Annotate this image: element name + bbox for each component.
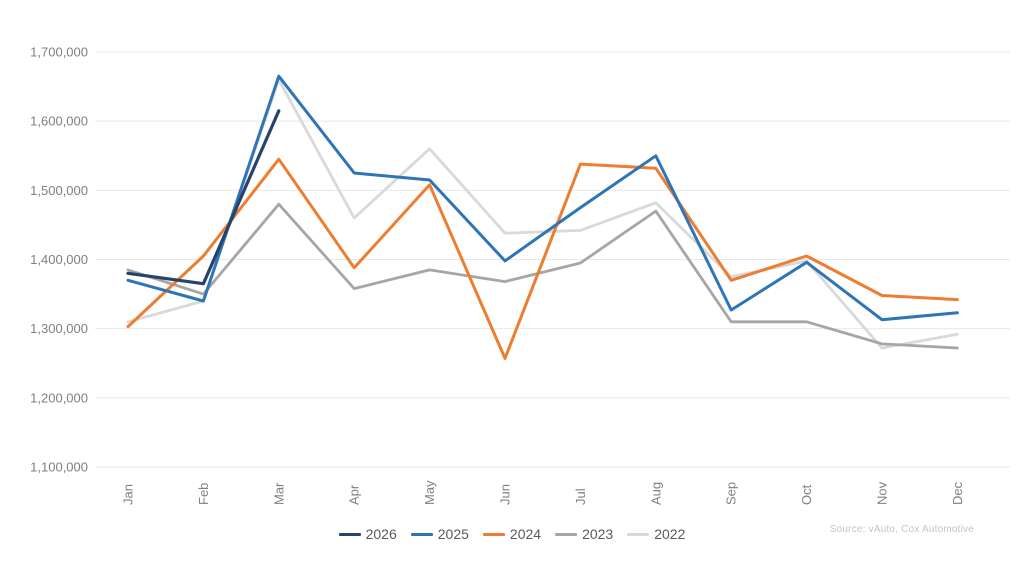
x-axis-tick-label: Feb	[196, 483, 211, 505]
legend-item-2022: 2022	[627, 526, 685, 542]
legend-swatch-icon	[482, 532, 505, 536]
series-line-2023	[126, 202, 959, 350]
y-axis-tick-label: 1,500,000	[30, 183, 88, 198]
series-line-2025	[126, 74, 959, 322]
legend-swatch-icon	[410, 532, 433, 536]
y-axis-tick-label: 1,300,000	[30, 321, 88, 336]
y-axis-tick-label: 1,100,000	[30, 460, 88, 475]
x-axis-tick-label: Apr	[347, 484, 362, 505]
series-line-2022	[126, 78, 959, 350]
source-note: Source: vAuto, Cox Automotive	[829, 524, 974, 535]
series-line-2026	[126, 109, 281, 286]
legend-item-2024: 2024	[482, 526, 542, 542]
y-axis-tick-label: 1,400,000	[30, 252, 88, 267]
legend-label: 2022	[654, 526, 686, 542]
legend-item-2025: 2025	[410, 526, 469, 542]
x-axis-tick-label: Jul	[573, 488, 588, 505]
x-axis-tick-label: Aug	[648, 482, 663, 505]
legend-label: 2023	[582, 526, 614, 542]
x-axis-tick-label: Oct	[799, 484, 814, 505]
x-axis-tick-label: Jan	[121, 484, 136, 505]
x-axis-tick-label: Nov	[875, 481, 890, 505]
legend-swatch-icon	[555, 532, 578, 536]
series-line-2024	[126, 157, 959, 360]
legend-item-2026: 2026	[338, 526, 397, 542]
x-axis-tick-label: Mar	[271, 482, 286, 505]
legend-item-2023: 2023	[555, 526, 613, 542]
legend-swatch-icon	[627, 532, 650, 536]
legend-label: 2024	[509, 526, 542, 542]
chart-legend: 2026 2025 2024 2023 2022	[0, 526, 1024, 542]
legend-swatch-icon	[338, 532, 361, 536]
legend-label: 2026	[365, 526, 397, 542]
legend-label: 2025	[437, 526, 469, 542]
x-axis-tick-label: May	[422, 480, 437, 505]
y-axis-tick-label: 1,700,000	[30, 45, 88, 60]
x-axis-tick-label: Jun	[498, 484, 513, 505]
y-axis-tick-label: 1,600,000	[30, 114, 88, 129]
x-axis-tick-label: Sep	[724, 482, 739, 505]
x-axis-tick-label: Dec	[950, 481, 965, 505]
y-axis-tick-label: 1,200,000	[30, 390, 88, 405]
